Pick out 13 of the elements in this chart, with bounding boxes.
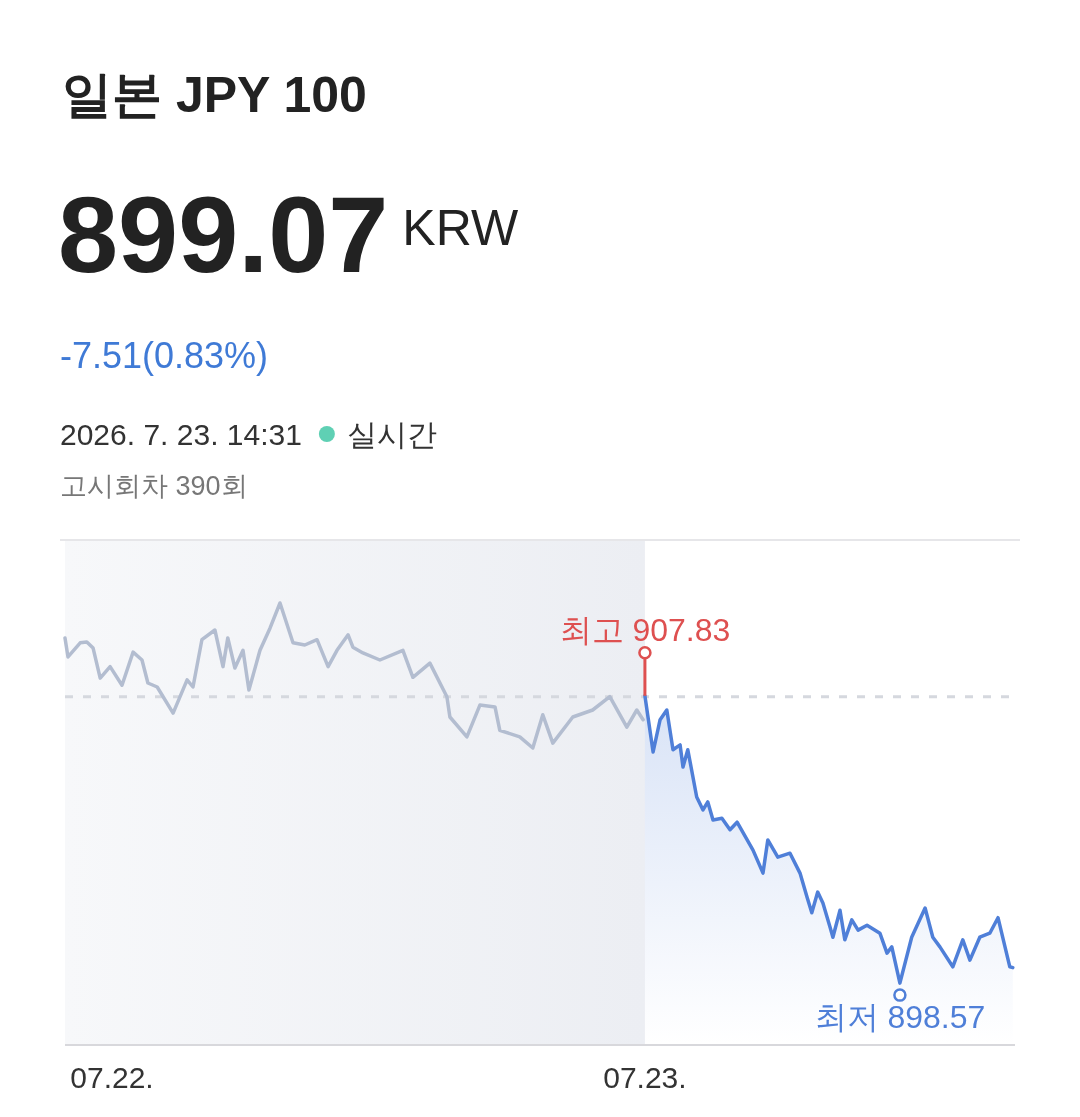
text: 2026. 7. 23. 14:31 <box>60 418 302 451</box>
text: KRW <box>402 200 519 256</box>
x-tick-label: 07.22. <box>70 1061 154 1094</box>
x-tick-label: 07.23. <box>603 1061 687 1094</box>
text: 실시간 <box>346 418 437 451</box>
text: 고시회차 390회 <box>60 471 248 501</box>
marker-high: 최고 907.83 <box>559 611 731 696</box>
text: -7.51(0.83%) <box>60 335 269 376</box>
marker-low: 최저 898.57 <box>814 988 986 1036</box>
annotation: 최저 898.57 <box>814 999 986 1036</box>
annotation: 최고 907.83 <box>559 611 731 648</box>
chart-title: 일본 JPY 100 <box>62 67 367 123</box>
chart-subtitle: 899.07 <box>58 174 389 295</box>
